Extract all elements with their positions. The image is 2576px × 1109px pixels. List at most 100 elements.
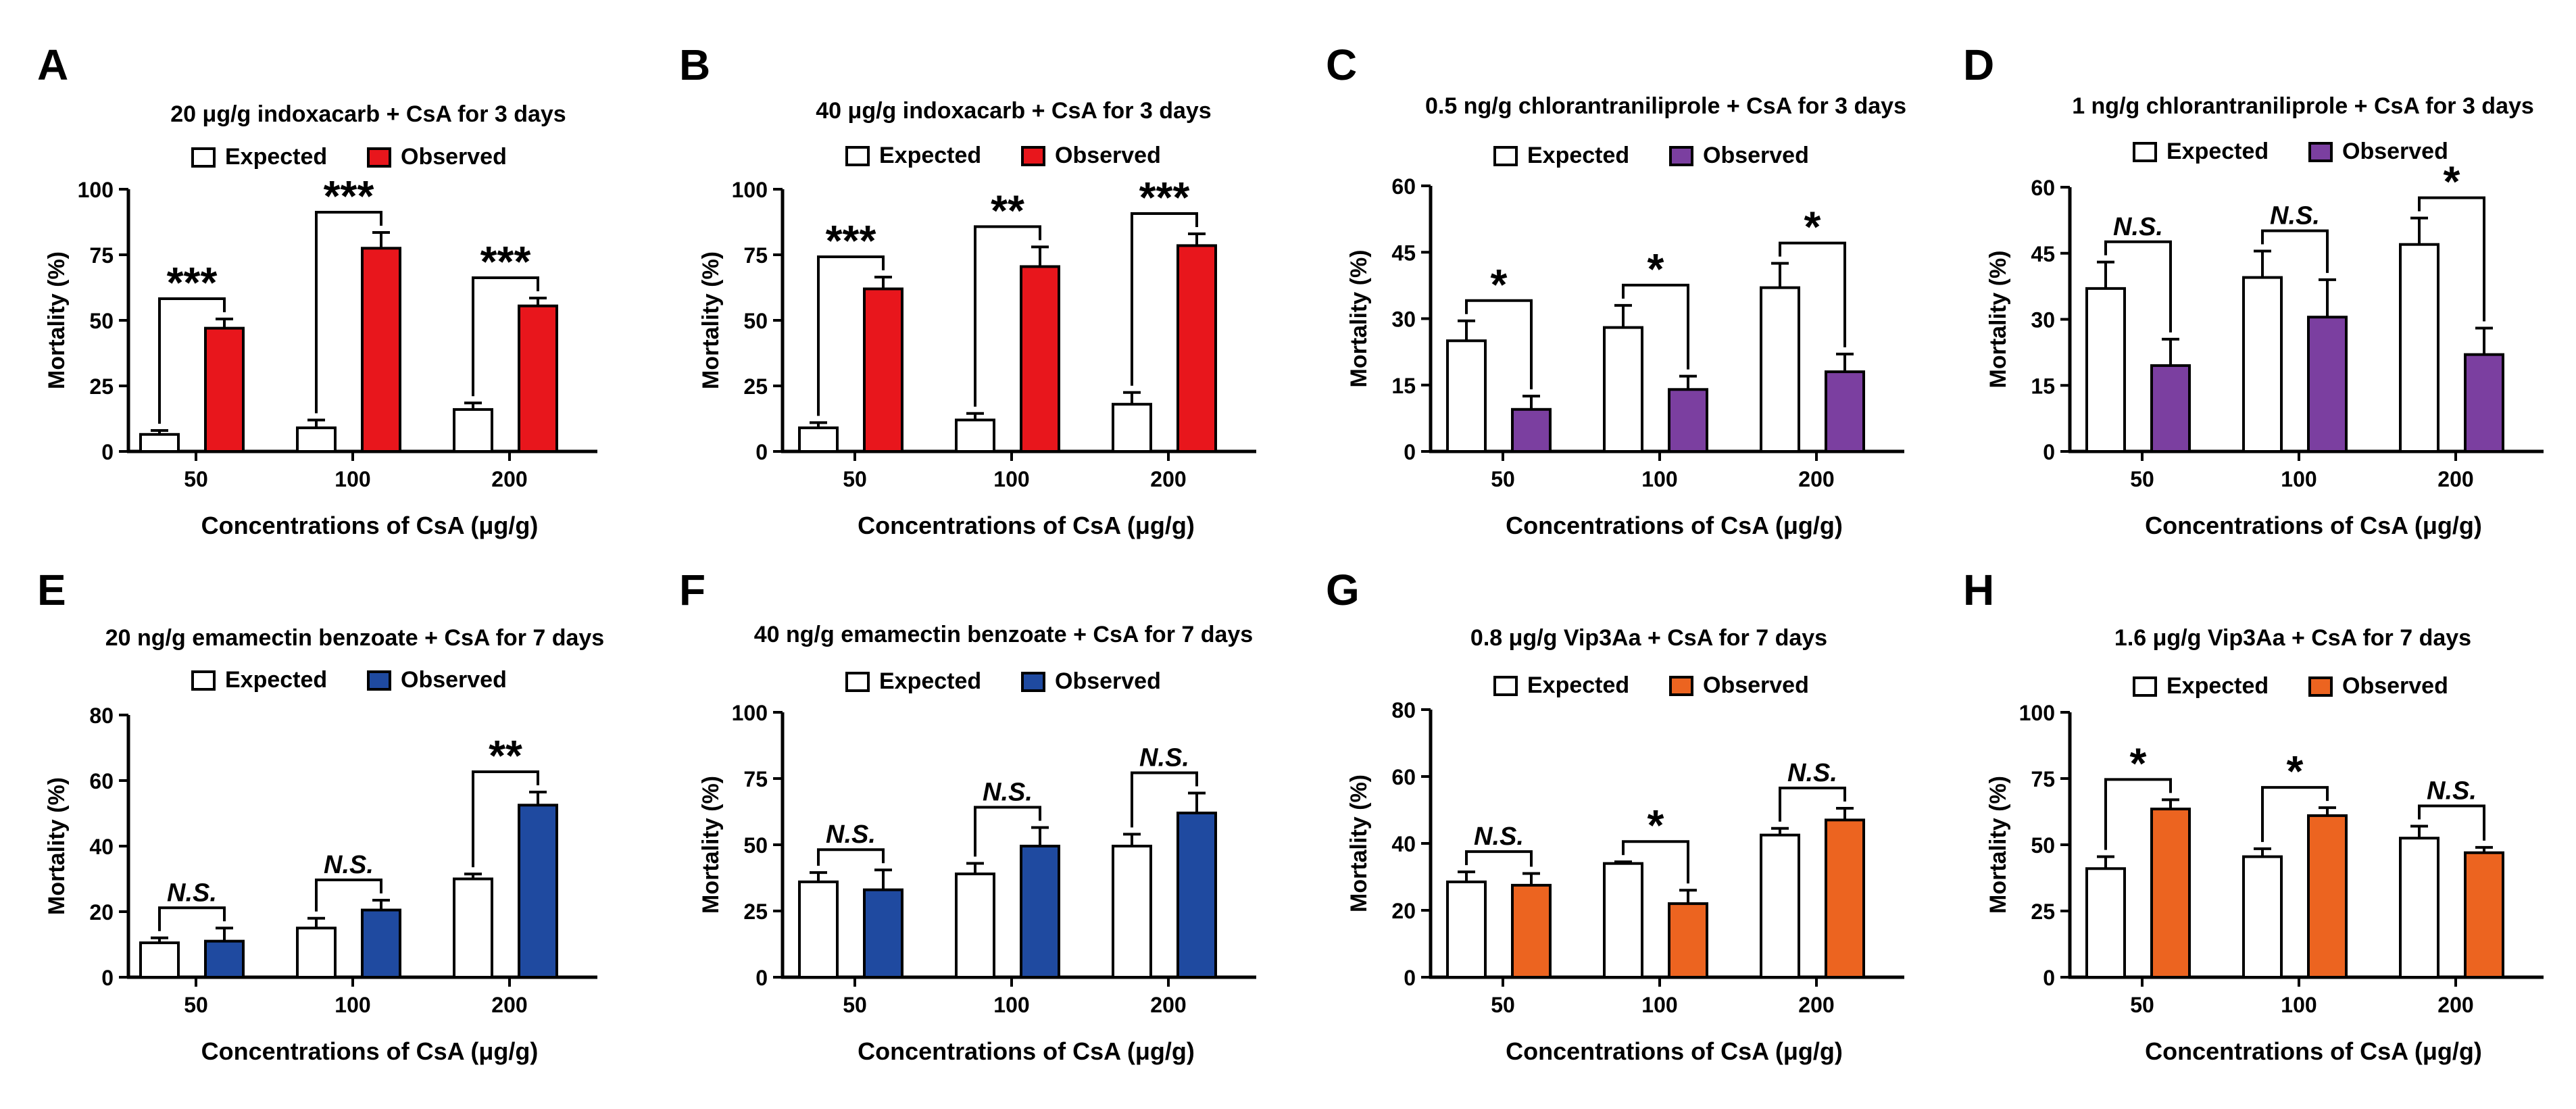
significance-label: N.S. [167,879,217,907]
x-tick-label: 100 [335,467,370,491]
bar-expected [1112,844,1152,979]
y-tick-label: 60 [1391,174,1416,199]
y-tick-label: 50 [743,833,768,858]
significance-label: ** [489,731,522,780]
significance-bracket [2418,804,2485,841]
x-axis-label: Concentrations of CsA (μg/g) [1506,1037,1843,1065]
bar-observed [361,247,401,453]
legend-label-expected: Expected [225,667,327,693]
panel-letter: H [1963,566,1994,614]
y-axis-label: Mortality (%) [1346,250,1372,388]
bar-expected [453,408,493,453]
bar-observed [863,888,903,979]
significance-bracket [1779,787,1846,822]
y-tick-label: 80 [89,704,114,728]
y-tick-label: 50 [89,309,114,333]
y-tick-label: 0 [1404,440,1416,464]
bar-expected [2242,855,2283,979]
panel-a: A 20 μg/g indoxacarb + CsA for 3 days Expe… [37,41,597,539]
y-tick-label: 20 [89,900,114,925]
y-tick-label: 75 [2031,767,2055,791]
bar-observed [2307,316,2348,453]
panel-h: H 1.6 μg/g Vip3Aa + CsA for 7 days Expecte… [1963,566,2544,1065]
y-tick-label: 75 [743,243,768,268]
y-axis-label: Mortality (%) [1985,776,2011,914]
bar-observed [518,804,558,979]
significance-bracket [1622,283,1689,370]
significance-bracket [2418,196,2485,322]
bar-observed [2150,808,2191,979]
bar-expected [2085,867,2126,979]
legend-swatch-observed [2308,676,2333,697]
y-tick-label: 0 [756,966,768,990]
bar-observed [1511,883,1552,979]
bar-expected [1603,326,1643,453]
y-tick-label: 15 [2031,374,2055,398]
panel-letter: G [1326,566,1360,614]
significance-label: * [2287,747,2304,795]
y-tick-label: 0 [756,440,768,464]
y-tick-label: 15 [1391,374,1416,398]
significance-bracket [974,225,1041,407]
significance-bracket [1465,850,1533,867]
legend-swatch-expected [845,672,870,692]
x-axis-label: Concentrations of CsA (μg/g) [2145,512,2482,539]
y-tick-label: 45 [2031,242,2055,266]
x-tick-label: 200 [2437,467,2473,491]
x-tick-label: 200 [491,467,527,491]
legend-label-expected: Expected [2166,673,2269,699]
legend-label-observed: Observed [401,144,507,170]
bar-observed [1511,408,1552,453]
legend-label-expected: Expected [2166,139,2269,164]
legend-swatch-expected [1493,146,1518,166]
legend-label-observed: Observed [401,667,507,693]
bar-observed [2150,364,2191,453]
significance-bracket [158,297,226,424]
legend-swatch-observed [1021,672,1045,692]
x-tick-label: 50 [843,467,867,491]
panel-title: 40 μg/g indoxacarb + CsA for 3 days [816,98,1211,124]
x-tick-label: 100 [993,467,1029,491]
bar-observed [1176,244,1217,453]
y-tick-label: 50 [2031,833,2055,858]
y-tick-label: 25 [743,374,768,399]
legend-label-expected: Expected [879,143,981,168]
bar-expected [453,877,493,979]
panel-letter: C [1326,41,1357,89]
x-tick-label: 50 [184,993,208,1017]
y-tick-label: 80 [1391,698,1416,722]
panel-b: B 40 μg/g indoxacarb + CsA for 3 days Expe… [679,41,1256,539]
legend-swatch-expected [1493,676,1518,696]
x-axis-label: Concentrations of CsA (μg/g) [1506,512,1843,539]
panel-g: G 0.8 μg/g Vip3Aa + CsA for 7 days Expecte… [1326,566,1904,1065]
legend-label-observed: Observed [2342,673,2448,699]
significance-label: N.S. [983,779,1033,807]
significance-label: N.S. [1787,759,1837,787]
y-tick-label: 100 [732,701,768,725]
significance-label: * [2444,157,2460,206]
significance-label: N.S. [324,851,374,879]
y-tick-label: 25 [743,899,768,924]
legend-label-expected: Expected [1527,143,1629,168]
legend-label-expected: Expected [879,668,981,694]
bar-expected [2242,276,2283,453]
bar-observed [1176,811,1217,979]
significance-bracket [1465,299,1533,390]
y-axis-label: Mortality (%) [44,251,70,389]
bar-observed [2464,353,2504,453]
x-axis-label: Concentrations of CsA (μg/g) [2145,1037,2482,1065]
bar-expected [798,880,839,979]
panel-letter: F [679,566,705,614]
bar-expected [1760,286,1800,453]
y-axis-label: Mortality (%) [1346,774,1372,912]
bar-expected [139,941,180,979]
bar-expected [1446,880,1487,979]
bar-expected [955,418,995,453]
x-tick-label: 200 [1798,993,1834,1017]
significance-bracket [472,276,539,397]
panel-title: 20 ng/g emamectin benzoate + CsA for 7 d… [105,625,604,651]
legend-swatch-observed [1669,146,1693,166]
bar-observed [204,939,245,979]
significance-bracket [2104,240,2172,332]
